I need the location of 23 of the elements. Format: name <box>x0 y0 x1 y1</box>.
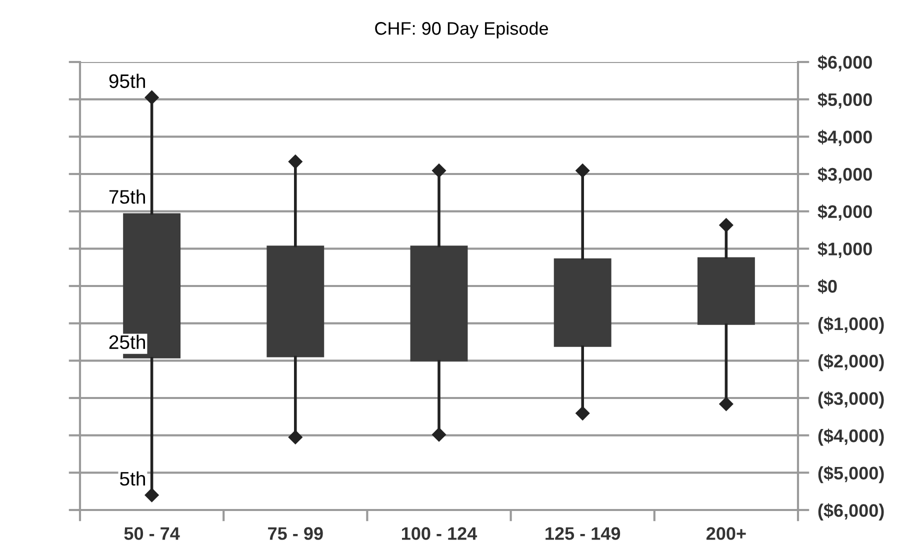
y-tick-label: $2,000 <box>818 204 872 221</box>
y-tick-label: ($5,000) <box>818 466 884 484</box>
y-tick-label: $0 <box>818 279 837 294</box>
y-tick-label: ($3,000) <box>818 391 884 408</box>
x-tick-label: 125 - 149 <box>546 527 620 540</box>
y-tick-label: ($2,000) <box>818 354 884 372</box>
y-tick-label: $4,000 <box>818 130 872 146</box>
y-tick-label: ($4,000) <box>818 428 884 446</box>
y-tick-label: $6,000 <box>818 55 872 72</box>
y-tick-label: $1,000 <box>818 242 872 258</box>
y-tick-label: $5,000 <box>818 92 872 109</box>
chart-title: CHF: 90 Day Episode <box>375 22 548 38</box>
x-tick-label: 50 - 74 <box>124 527 180 540</box>
x-tick-label: 75 - 99 <box>268 527 323 540</box>
annotation: 75th <box>109 190 145 204</box>
x-tick-label: 100 - 124 <box>402 527 478 540</box>
annotation: 95th <box>109 74 145 88</box>
y-tick-label: ($6,000) <box>818 503 884 520</box>
x-tick-label: 200+ <box>706 527 746 540</box>
annotation: 5th <box>120 471 145 486</box>
y-tick-label: $3,000 <box>818 167 872 184</box>
annotation: 25th <box>109 334 145 350</box>
y-tick-label: ($1,000) <box>818 316 884 334</box>
